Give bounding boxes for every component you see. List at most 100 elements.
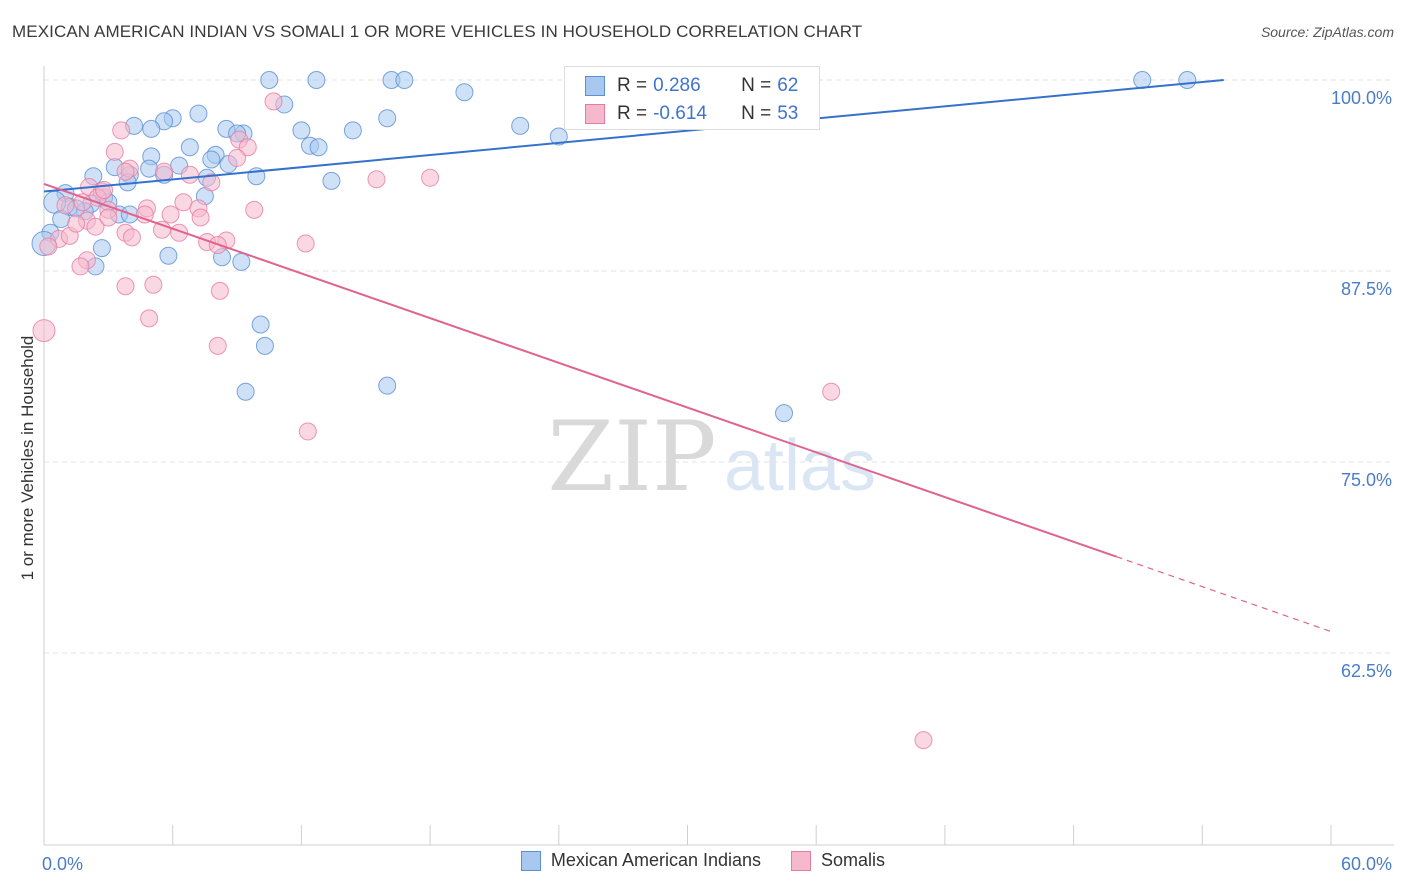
point-mexican-american-indians xyxy=(251,315,270,334)
point-somalis xyxy=(174,193,193,212)
point-mexican-american-indians xyxy=(232,252,251,271)
point-mexican-american-indians xyxy=(292,121,311,140)
legend-label: Mexican American Indians xyxy=(550,850,762,870)
point-mexican-american-indians xyxy=(395,71,414,89)
y-tick-label: 87.5% xyxy=(1341,279,1392,299)
axes xyxy=(43,66,1394,846)
watermark-atlas: atlas xyxy=(724,426,876,506)
point-mexican-american-indians xyxy=(322,171,341,190)
stats-row-pink: R = -0.614 N = 53 xyxy=(585,101,798,127)
point-somalis xyxy=(914,731,933,750)
point-somalis xyxy=(71,257,90,276)
stats-n-value: 62 xyxy=(777,75,799,96)
stats-n-value: 53 xyxy=(777,103,799,124)
point-mexican-american-indians xyxy=(159,246,178,265)
point-somalis xyxy=(421,168,440,187)
point-somalis xyxy=(180,165,199,184)
point-somalis xyxy=(298,422,317,441)
point-somalis xyxy=(264,92,283,111)
stats-r-label: R = xyxy=(617,103,648,124)
point-somalis xyxy=(228,148,247,167)
point-mexican-american-indians xyxy=(775,404,794,423)
stats-r-value: 0.286 xyxy=(653,75,701,96)
grid-lines xyxy=(44,79,1394,654)
point-mexican-american-indians xyxy=(180,138,199,157)
stats-r-label: R = xyxy=(617,75,648,96)
stats-box: R = 0.286 N = 62 R = -0.614 N = 53 xyxy=(564,66,820,130)
point-mexican-american-indians xyxy=(549,127,568,146)
point-somalis xyxy=(296,234,315,253)
point-somalis xyxy=(191,208,210,227)
legend-swatch-blue xyxy=(520,850,541,871)
y-tick-label: 100.0% xyxy=(1331,88,1392,108)
stats-r-value: -0.614 xyxy=(653,103,707,124)
point-mexican-american-indians xyxy=(511,116,530,135)
watermark: ZIP atlas xyxy=(547,401,876,513)
point-somalis xyxy=(245,200,264,219)
point-somalis xyxy=(161,205,180,224)
point-mexican-american-indians xyxy=(92,239,111,258)
trend-line-somalis xyxy=(43,182,1117,558)
point-mexican-american-indians xyxy=(140,159,159,178)
point-mexican-american-indians xyxy=(378,376,397,395)
watermark-zip: ZIP xyxy=(547,401,716,513)
point-somalis xyxy=(208,336,227,355)
point-somalis xyxy=(116,162,135,181)
tick-labels: 62.5% 75.0% 87.5% 100.0% 0.0% 60.0% xyxy=(42,88,1392,874)
point-somalis xyxy=(140,309,159,328)
point-somalis xyxy=(105,142,124,161)
point-mexican-american-indians xyxy=(343,121,362,140)
point-somalis xyxy=(95,181,114,200)
point-mexican-american-indians xyxy=(309,138,328,157)
y-tick-label: 75.0% xyxy=(1341,470,1392,490)
point-mexican-american-indians xyxy=(142,119,161,138)
point-somalis xyxy=(122,228,141,247)
point-mexican-american-indians xyxy=(202,150,221,169)
point-somalis xyxy=(210,281,229,300)
legend-label: Somalis xyxy=(821,850,886,870)
point-somalis xyxy=(86,217,105,236)
point-somalis xyxy=(116,277,135,296)
point-mexican-american-indians xyxy=(255,336,274,355)
trend-lines xyxy=(43,79,1332,633)
point-mexican-american-indians xyxy=(260,71,279,89)
point-somalis xyxy=(112,121,131,140)
point-somalis xyxy=(238,138,257,157)
x-tick-label: 0.0% xyxy=(42,854,83,874)
point-somalis xyxy=(32,319,56,343)
legend-swatch-pink xyxy=(791,850,812,871)
legend-item-somalis[interactable]: Somalis xyxy=(791,850,885,871)
point-mexican-american-indians xyxy=(455,83,474,102)
trend-line-mexican-american-indians xyxy=(43,79,1224,193)
x-tick-label: 60.0% xyxy=(1341,854,1392,874)
stats-swatch-pink xyxy=(585,104,605,124)
data-points xyxy=(31,71,1197,750)
legend: Mexican American Indians Somalis xyxy=(0,850,1406,871)
point-somalis xyxy=(39,237,58,256)
point-somalis xyxy=(144,275,163,294)
y-axis-label: 1 or more Vehicles in Household xyxy=(18,335,37,581)
source-credit: Source: ZipAtlas.com xyxy=(1260,24,1394,40)
point-somalis xyxy=(56,196,75,215)
y-tick-label: 62.5% xyxy=(1341,661,1392,681)
stats-row-blue: R = 0.286 N = 62 xyxy=(585,73,798,99)
chart-title: MEXICAN AMERICAN INDIAN VS SOMALI 1 OR M… xyxy=(12,22,863,41)
point-somalis xyxy=(822,382,841,401)
point-somalis xyxy=(67,214,86,233)
point-mexican-american-indians xyxy=(1133,71,1152,89)
point-somalis xyxy=(135,205,154,224)
point-mexican-american-indians xyxy=(189,104,208,123)
point-mexican-american-indians xyxy=(236,382,255,401)
trend-line-somalis-extension xyxy=(1116,556,1332,633)
point-mexican-american-indians xyxy=(378,109,397,128)
point-somalis xyxy=(155,162,174,181)
stats-n-label: N = xyxy=(741,75,772,96)
legend-item-mexican-american-indians[interactable]: Mexican American Indians xyxy=(520,850,762,871)
point-mexican-american-indians xyxy=(307,71,326,89)
point-somalis xyxy=(367,170,386,189)
point-somalis xyxy=(99,208,118,227)
stats-n-label: N = xyxy=(741,103,772,124)
point-somalis xyxy=(202,173,221,192)
point-mexican-american-indians xyxy=(1178,71,1197,89)
